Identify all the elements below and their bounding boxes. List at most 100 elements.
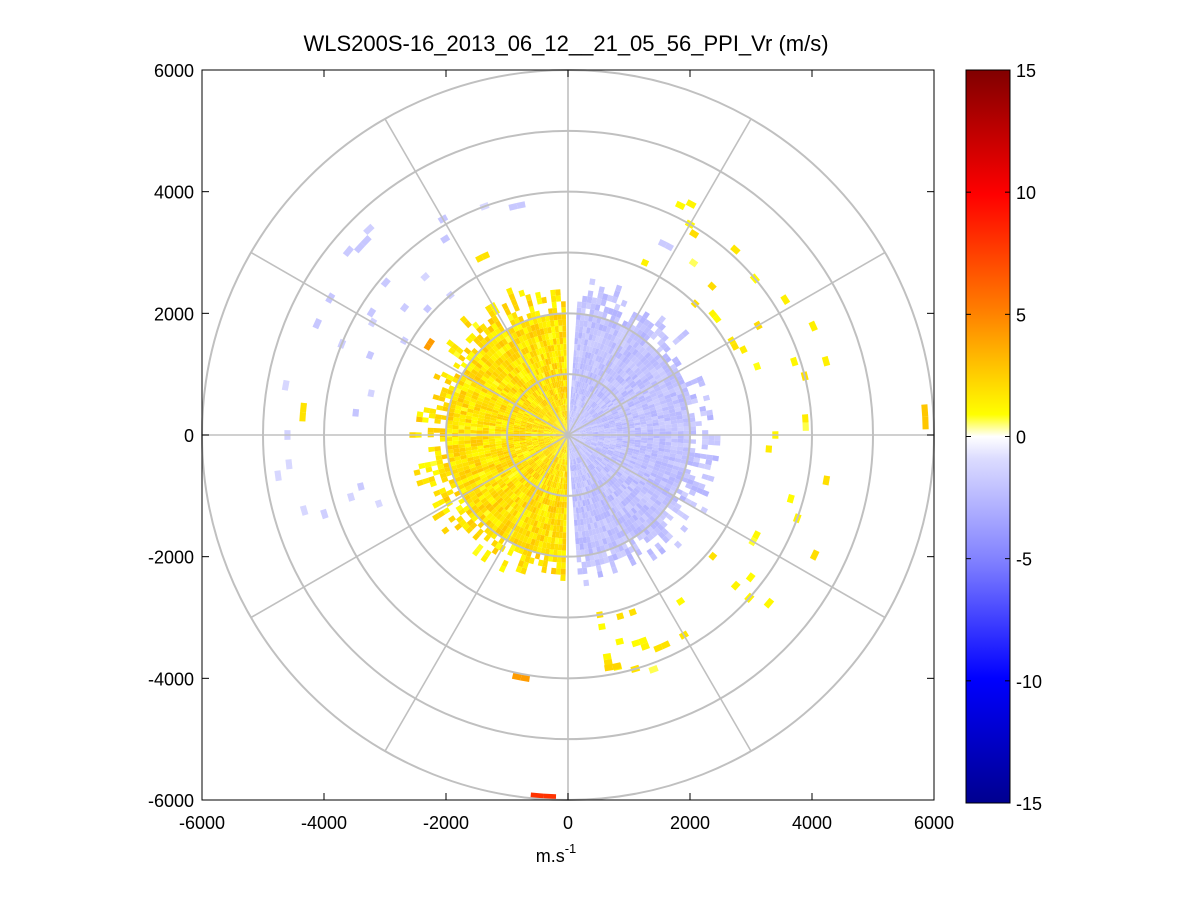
velocity-cell — [528, 387, 534, 394]
velocity-cell — [665, 532, 674, 540]
velocity-cell — [480, 405, 488, 411]
velocity-cell — [552, 462, 557, 469]
velocity-cell — [507, 441, 514, 445]
velocity-cell — [573, 436, 580, 438]
velocity-cell — [605, 465, 612, 471]
velocity-cell — [612, 412, 619, 417]
velocity-cell — [446, 489, 454, 496]
velocity-cell — [598, 432, 605, 434]
velocity-cell — [520, 378, 526, 385]
velocity-cell — [560, 386, 563, 393]
velocity-cell — [571, 459, 574, 466]
velocity-cell — [594, 459, 600, 465]
velocity-cell — [448, 347, 456, 355]
velocity-cell — [665, 467, 673, 473]
velocity-cell — [464, 379, 472, 386]
velocity-cell — [659, 435, 666, 439]
colorbar-tick-label: 0 — [1016, 428, 1026, 448]
velocity-cell — [476, 439, 483, 443]
velocity-cell — [546, 479, 551, 487]
velocity-cell — [596, 473, 602, 480]
velocity-cell — [581, 376, 585, 383]
velocity-cell — [624, 455, 632, 461]
velocity-cell — [610, 439, 617, 442]
velocity-cell — [342, 245, 354, 257]
velocity-cell — [581, 512, 586, 519]
velocity-cell — [519, 467, 526, 474]
velocity-cell — [484, 549, 492, 558]
velocity-cell — [546, 339, 551, 347]
velocity-cell — [509, 451, 517, 455]
velocity-cell — [555, 568, 561, 575]
velocity-cell — [468, 385, 476, 392]
velocity-cell — [507, 372, 514, 380]
velocity-cell — [641, 349, 649, 357]
velocity-cell — [627, 418, 634, 423]
velocity-cell — [514, 496, 521, 503]
velocity-cell — [605, 399, 612, 405]
velocity-cell — [544, 479, 549, 486]
velocity-cell — [632, 521, 640, 529]
velocity-cell — [604, 440, 611, 443]
velocity-cell — [557, 550, 562, 557]
velocity-cell — [577, 500, 581, 508]
velocity-cell — [595, 466, 601, 473]
velocity-cell — [578, 456, 583, 463]
velocity-cell — [587, 457, 593, 463]
velocity-cell — [540, 379, 545, 387]
velocity-cell — [440, 371, 449, 379]
velocity-cell — [575, 393, 579, 400]
velocity-cell — [642, 494, 650, 502]
velocity-cell — [529, 512, 535, 519]
velocity-cell — [519, 430, 526, 433]
velocity-cell — [438, 487, 447, 495]
velocity-cell — [604, 366, 610, 374]
velocity-cell — [659, 441, 666, 446]
velocity-cell — [639, 450, 646, 455]
velocity-cell — [607, 307, 614, 315]
velocity-cell — [646, 440, 654, 444]
velocity-cell — [501, 438, 508, 441]
velocity-cell — [640, 426, 648, 430]
velocity-cell — [480, 356, 488, 364]
velocity-cell — [552, 475, 556, 482]
velocity-cell — [596, 457, 602, 463]
velocity-cell — [540, 462, 545, 469]
velocity-cell — [483, 418, 491, 423]
velocity-cell — [544, 346, 549, 353]
velocity-cell — [575, 356, 579, 363]
velocity-cell — [524, 454, 531, 459]
velocity-cell — [465, 526, 474, 534]
velocity-cell — [539, 366, 544, 374]
velocity-cell — [454, 455, 461, 461]
velocity-cell — [470, 368, 479, 376]
velocity-cell — [601, 447, 609, 451]
velocity-cell — [596, 422, 603, 426]
velocity-cell — [589, 408, 595, 414]
velocity-cell — [556, 431, 563, 434]
velocity-cell — [564, 440, 567, 447]
velocity-cell — [576, 393, 580, 400]
velocity-cell — [543, 449, 549, 454]
velocity-cell — [592, 509, 598, 516]
velocity-cell — [572, 458, 575, 465]
velocity-cell — [472, 391, 480, 397]
velocity-cell — [509, 507, 516, 515]
velocity-cell — [656, 408, 663, 413]
velocity-cell — [569, 410, 571, 417]
velocity-cell — [631, 455, 638, 460]
velocity-cell — [579, 439, 586, 442]
velocity-cell — [489, 385, 497, 392]
velocity-cell — [577, 457, 581, 464]
velocity-cell — [573, 452, 576, 459]
velocity-cell — [605, 503, 611, 511]
velocity-cell — [455, 459, 462, 465]
velocity-cell — [588, 464, 594, 471]
velocity-cell — [652, 466, 660, 472]
velocity-cell — [453, 350, 461, 359]
velocity-cell — [587, 449, 593, 454]
velocity-cell — [526, 425, 533, 428]
velocity-cell — [468, 332, 477, 341]
velocity-cell — [571, 417, 573, 424]
velocity-cell — [547, 404, 552, 411]
